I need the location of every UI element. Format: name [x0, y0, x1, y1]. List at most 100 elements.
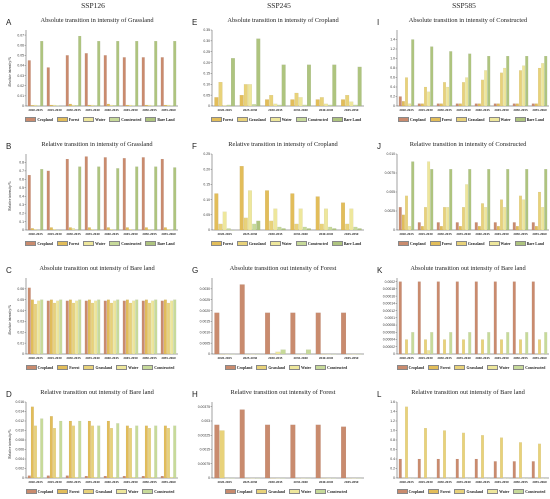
bar-constructed: [328, 226, 333, 231]
y-tick-label: 0.005: [387, 190, 396, 194]
bar-forest: [87, 299, 91, 355]
legend-label: Cropland: [236, 489, 253, 494]
bar-bare-land: [97, 166, 101, 231]
y-tick-label: 0.7: [19, 169, 24, 173]
legend-swatch: [83, 116, 95, 123]
legend-label: Constructed: [121, 241, 142, 246]
chart-title: Absolute transition out intensity of Bar…: [410, 265, 526, 272]
legend-item: Cropland: [224, 488, 253, 495]
bar-bare-land: [230, 58, 235, 107]
bar-forest: [239, 166, 244, 231]
bar-cropland: [214, 312, 220, 355]
bar-constructed: [78, 299, 82, 355]
bar-grassland: [481, 339, 484, 355]
bar-forest: [265, 190, 270, 231]
bar-cropland: [315, 312, 321, 355]
x-tick-label: 2030-2035: [268, 108, 283, 112]
y-tick-label: 0.0015: [200, 320, 210, 324]
bar-cropland: [122, 475, 126, 479]
bar-forest: [496, 226, 500, 231]
y-tick-label: 0.25: [203, 50, 210, 54]
legend-item: Grassland: [455, 240, 485, 247]
bar-water: [110, 104, 113, 107]
legend-swatch: [224, 364, 236, 371]
bar-cropland: [27, 287, 31, 355]
bar-constructed: [154, 425, 158, 479]
bar-cropland: [160, 475, 164, 479]
bar-bare-land: [430, 46, 434, 107]
legend-swatch: [289, 488, 301, 495]
bar-water: [465, 77, 469, 107]
y-tick-label: 0.07: [17, 33, 24, 37]
legend-label: Water: [281, 117, 292, 122]
bar-water: [275, 351, 281, 355]
x-tick-label: 2035-2040: [456, 356, 471, 360]
bar-bare-land: [173, 41, 177, 107]
bar-bare-land: [411, 161, 415, 231]
bar-forest: [315, 196, 320, 231]
x-tick-label: 2020-2025: [28, 232, 43, 236]
legend-item: Bare Land: [331, 240, 362, 247]
bar-cropland: [122, 57, 126, 107]
legend-item: Grassland: [83, 364, 112, 371]
y-tick-label: 0.0010: [200, 330, 210, 334]
bar-forest: [163, 425, 167, 479]
bar-grassland: [294, 92, 299, 107]
bar-grassland: [538, 67, 541, 107]
legend-swatch: [142, 364, 154, 371]
x-tick-label: 2045-2050: [123, 356, 138, 360]
bar-bare-land: [525, 169, 529, 231]
bar-grassland: [34, 303, 37, 355]
bar-grassland: [345, 223, 350, 231]
legend-item: Grassland: [256, 488, 285, 495]
legend-swatch: [315, 364, 327, 371]
bar-grassland: [519, 70, 522, 107]
panel-letter: G: [192, 266, 199, 275]
x-tick-label: 2055-2060: [161, 108, 176, 112]
bar-grassland: [53, 302, 56, 355]
legend-swatch: [455, 240, 467, 247]
x-tick-label: 2030-2035: [268, 232, 283, 236]
bar-grassland: [538, 339, 541, 355]
y-tick-label: 0.4: [19, 194, 24, 198]
bar-cropland: [122, 300, 126, 355]
bar-forest: [106, 299, 110, 355]
legend-label: Water: [128, 489, 139, 494]
bar-cropland: [160, 158, 164, 231]
chart-svg: 0 0.05 0.10 0.15 0.20 0.25 2020-2025 2025-2030 2…: [203, 152, 364, 236]
x-tick-label: 2020-2025: [28, 480, 43, 484]
bar-forest: [477, 103, 481, 107]
y-tick-label: 0.010: [387, 152, 396, 156]
bar-grassland: [129, 302, 132, 355]
legend-label: Bare Land: [343, 241, 362, 246]
bar-constructed: [154, 299, 158, 355]
bar-grassland: [443, 430, 446, 479]
bar-constructed: [305, 349, 311, 355]
bar-forest: [68, 227, 72, 231]
bar-water: [324, 103, 328, 107]
legend-item: Grassland: [455, 116, 485, 123]
bar-bare-land: [544, 169, 548, 231]
bar-constructed: [328, 104, 333, 107]
bar-forest: [515, 103, 519, 107]
chart-svg: 0 0.2 0.4 0.6 0.8 1.0 1.2 1.4 2020-2025 2025-2030…: [390, 30, 549, 112]
legend-swatch: [25, 116, 37, 123]
panel-letter: B: [6, 142, 12, 151]
legend-swatch: [331, 116, 343, 123]
legend-label: Grassland: [249, 241, 266, 246]
y-tick-label: 0.0020: [200, 309, 210, 313]
x-tick-label: 2040-2045: [104, 108, 119, 112]
bar-cropland: [436, 103, 440, 107]
bar-cropland: [341, 426, 347, 479]
y-tick-label: 0.30: [203, 39, 210, 43]
legend-label: Forest: [441, 241, 452, 246]
x-tick-label: 2040-2045: [104, 232, 119, 236]
x-tick-label: 2055-2060: [161, 480, 176, 484]
bar-constructed: [170, 105, 174, 107]
bar-grassland: [110, 302, 113, 355]
x-tick-label: 2020-2025: [218, 232, 233, 236]
chart-panel-a: A Absolute transition in intensity of Gra…: [4, 6, 180, 124]
x-tick-label: 2045-2050: [344, 356, 359, 360]
legend-label: Cropland: [408, 489, 425, 494]
legend-label: Cropland: [37, 489, 54, 494]
